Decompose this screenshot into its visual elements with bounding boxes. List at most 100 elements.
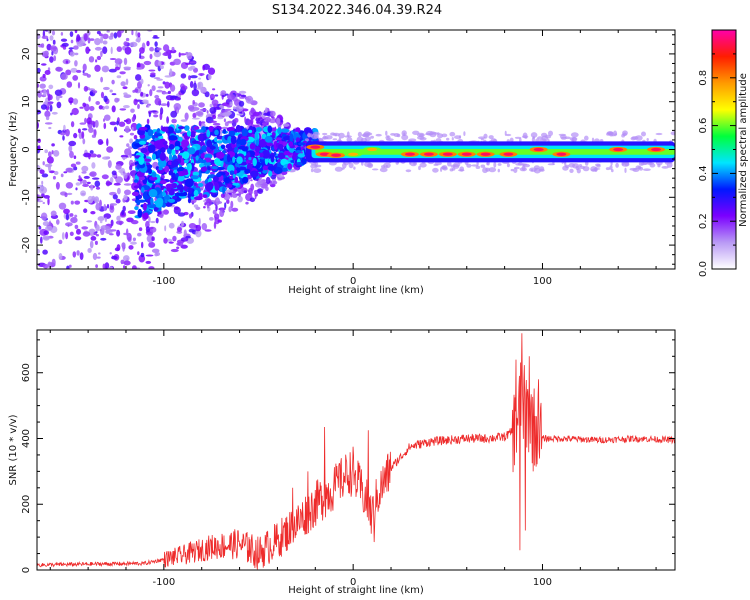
colorbar: 0.0 0.2 0.4 0.6 0.8 Normalized spectral ampl… <box>698 29 749 277</box>
noise-blob <box>192 100 195 105</box>
noise-blob <box>250 118 254 125</box>
halo-blob <box>342 162 347 169</box>
y-tick-label: 600 <box>21 363 32 382</box>
halo-blob <box>560 136 567 140</box>
noise-blob <box>229 101 233 107</box>
noise-blob <box>48 126 52 130</box>
noise-blob <box>74 200 81 205</box>
transition-blob <box>136 171 145 178</box>
noise-blob <box>82 128 88 131</box>
noise-blob <box>238 90 247 94</box>
noise-blob <box>231 207 239 212</box>
noise-blob <box>89 91 94 96</box>
transition-blob <box>236 139 241 145</box>
transition-blob <box>259 152 264 158</box>
noise-blob <box>48 94 53 101</box>
transition-blob <box>212 175 219 182</box>
transition-blob <box>235 162 239 168</box>
noise-blob <box>123 172 128 179</box>
noise-blob <box>140 91 144 97</box>
noise-blob <box>56 101 62 109</box>
noise-blob <box>66 81 73 88</box>
noise-blob <box>46 38 49 42</box>
halo-blob <box>437 133 443 139</box>
transition-blob <box>248 129 253 134</box>
noise-blob <box>137 32 141 38</box>
noise-blob <box>55 181 60 190</box>
noise-blob <box>108 68 117 73</box>
noise-blob <box>65 231 69 240</box>
y-tick-label: 200 <box>21 495 32 514</box>
transition-blob <box>172 195 178 200</box>
transition-blob <box>254 131 259 141</box>
noise-blob <box>94 240 98 245</box>
noise-blob <box>252 111 260 117</box>
noise-blob <box>257 188 264 195</box>
noise-blob <box>214 217 220 225</box>
halo-blob <box>475 165 481 169</box>
noise-blob <box>193 204 199 208</box>
transition-blob <box>197 183 204 187</box>
halo-blob <box>568 163 576 168</box>
transition-blob <box>179 184 184 193</box>
noise-blob <box>69 51 75 57</box>
noise-blob <box>130 241 137 245</box>
halo-blob <box>515 163 522 166</box>
noise-blob <box>116 120 119 126</box>
transition-blob <box>289 133 294 143</box>
noise-blob <box>116 215 121 221</box>
noise-blob <box>102 40 108 45</box>
halo-blob <box>353 166 356 170</box>
transition-blob <box>239 166 247 171</box>
transition-blob <box>138 183 142 190</box>
noise-blob <box>244 116 247 123</box>
noise-blob <box>138 227 143 232</box>
transition-blob <box>168 189 175 196</box>
transition-blob <box>131 191 140 197</box>
band-hotspot-core <box>613 147 624 152</box>
halo-blob <box>450 164 456 168</box>
noise-blob <box>148 69 156 72</box>
noise-blob <box>202 64 206 71</box>
transition-blob <box>216 172 222 178</box>
noise-blob <box>105 180 111 187</box>
noise-blob <box>149 53 153 60</box>
noise-blob <box>45 115 50 121</box>
transition-blob <box>148 168 152 175</box>
transition-blob <box>262 165 269 171</box>
x-tick-label: 0 <box>350 276 356 287</box>
halo-blob <box>655 132 663 136</box>
noise-blob <box>121 209 125 216</box>
noise-blob <box>90 184 94 191</box>
noise-blob <box>203 206 206 209</box>
noise-blob <box>89 240 94 249</box>
noise-blob <box>188 213 193 219</box>
noise-blob <box>114 58 123 65</box>
noise-blob <box>155 217 159 224</box>
band-hotspot-core <box>651 147 662 152</box>
noise-blob <box>81 165 89 172</box>
noise-blob <box>109 203 118 206</box>
transition-blob <box>157 210 162 215</box>
noise-blob <box>250 183 255 191</box>
spectrogram-marks <box>37 30 675 269</box>
noise-blob <box>73 155 77 159</box>
noise-blob <box>130 108 135 113</box>
transition-blob <box>277 144 284 150</box>
noise-blob <box>148 216 151 223</box>
noise-blob <box>129 152 132 159</box>
noise-blob <box>92 252 98 261</box>
halo-blob <box>520 163 528 166</box>
noise-blob <box>77 178 83 182</box>
noise-blob <box>127 210 136 215</box>
band-hotspot-core <box>503 152 514 156</box>
noise-blob <box>263 112 270 116</box>
noise-blob <box>108 35 114 40</box>
noise-blob <box>46 88 50 97</box>
transition-blob <box>133 179 139 183</box>
noise-blob <box>209 217 214 221</box>
noise-blob <box>125 118 132 125</box>
transition-blob <box>222 128 227 134</box>
noise-blob <box>41 63 47 66</box>
spectrogram-ylabel: Frequency (Hz) <box>8 111 19 187</box>
